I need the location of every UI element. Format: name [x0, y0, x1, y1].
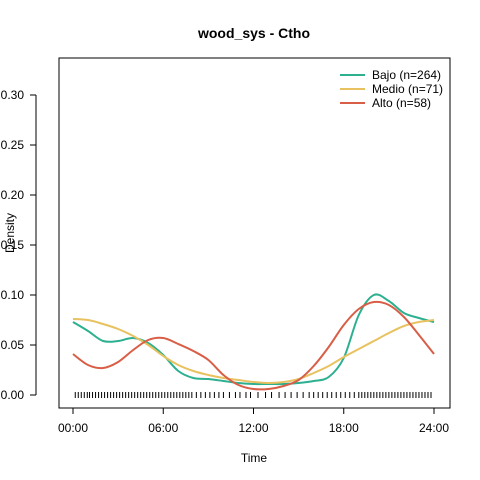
x-tick-label: 06:00	[148, 421, 178, 435]
legend-label-1: Medio (n=71)	[372, 82, 443, 96]
x-tick-label: 18:00	[329, 421, 359, 435]
y-tick-label: 0.30	[1, 88, 25, 102]
legend-label-0: Bajo (n=264)	[372, 68, 441, 82]
y-tick-label: 0.15	[1, 238, 25, 252]
y-tick-label: 0.00	[1, 388, 25, 402]
series-lines	[72, 293, 435, 391]
y-tick-label: 0.05	[1, 338, 25, 352]
y-tick-label: 0.25	[1, 138, 25, 152]
y-tick-label: 0.20	[1, 188, 25, 202]
x-tick-label: 12:00	[238, 421, 268, 435]
y-ticks: 0.00 0.05 0.10 0.15 0.20 0.25 0.30	[1, 88, 36, 402]
y-tick-label: 0.10	[1, 288, 25, 302]
chart-title: wood_sys - Ctho	[197, 25, 310, 41]
legend-label-2: Alto (n=58)	[372, 96, 431, 110]
series-line-1	[72, 318, 435, 384]
series-line-2	[72, 300, 435, 391]
x-tick-label: 24:00	[419, 421, 449, 435]
x-axis-label: Time	[241, 451, 268, 465]
series-line-0	[72, 293, 435, 386]
legend: Bajo (n=264)Medio (n=71)Alto (n=58)	[340, 68, 443, 110]
y-axis-label: Density	[3, 213, 17, 253]
x-tick-label: 00:00	[58, 421, 88, 435]
x-ticks: 00:00 06:00 12:00 18:00 24:00	[58, 408, 449, 435]
rug-marks	[74, 392, 432, 398]
